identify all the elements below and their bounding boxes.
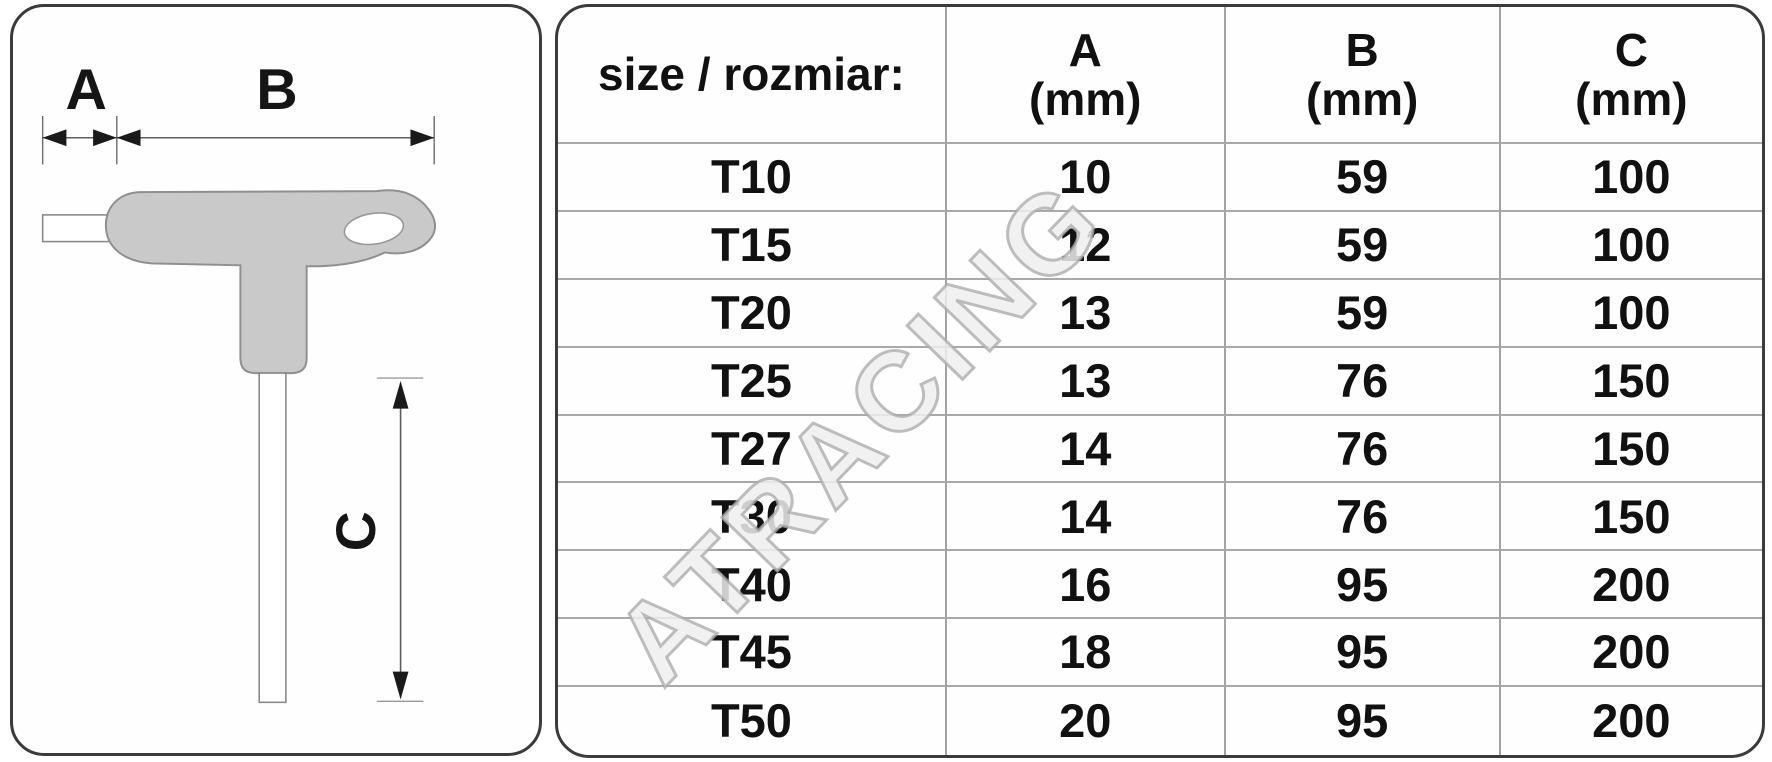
cell-a-t45: 18	[946, 619, 1226, 688]
cell-size-t30: T30	[558, 483, 947, 552]
key-tip-shape	[41, 214, 115, 243]
cell-c-t25: 150	[1500, 348, 1762, 416]
cell-b-t50: 95	[1226, 687, 1501, 755]
cell-b-t25: 76	[1225, 347, 1501, 416]
cell-c-t50: 200	[1592, 694, 1671, 748]
size-table-panel: size / rozmiar: A (mm) B (mm) C (mm) T10…	[555, 4, 1765, 758]
dimension-table: size / rozmiar: A (mm) B (mm) C (mm) T10…	[558, 7, 1762, 755]
cell-a-t25: 13	[946, 347, 1226, 416]
dimension-b-label: B	[256, 58, 297, 122]
cell-b-t30: 76	[1225, 483, 1501, 552]
column-header-b-unit: (mm)	[1305, 72, 1419, 125]
cell-size-t27: T27	[558, 415, 947, 484]
cell-size-t40: T40	[558, 551, 947, 620]
key-shaft-shape	[258, 372, 287, 704]
cell-a-t50: 20	[947, 687, 1226, 755]
dimension-a-label: A	[65, 58, 106, 122]
cell-a-t30: 14	[946, 483, 1226, 552]
column-header-b-label: B	[1345, 24, 1379, 77]
cell-a-t10: 10	[946, 144, 1226, 212]
cell-size-t50: T50	[558, 687, 947, 755]
column-header-size: size / rozmiar:	[558, 7, 947, 144]
column-header-b: B (mm)	[1225, 7, 1501, 144]
cell-c-t45: 200	[1500, 619, 1762, 688]
hanging-hole	[343, 212, 405, 246]
cell-size-t15: T15	[558, 211, 947, 280]
cell-c-t27: 150	[1500, 416, 1762, 484]
cell-c-t10: 100	[1500, 144, 1762, 212]
column-header-size-label: size / rozmiar:	[598, 48, 905, 101]
cell-c-t40: 200	[1500, 551, 1762, 620]
cell-c-t20: 100	[1500, 280, 1762, 348]
cell-a-t20: 13	[946, 279, 1226, 348]
cell-b-t27: 76	[1225, 415, 1501, 484]
cell-size-t25: T25	[558, 347, 947, 416]
cell-b-t15: 59	[1225, 211, 1501, 280]
column-header-a-label: A	[1068, 24, 1102, 77]
t-handle-key-drawing: A B	[41, 58, 436, 704]
cell-size-t20: T20	[558, 279, 947, 348]
dimension-extension-lines	[41, 116, 435, 165]
cell-c-t15: 100	[1500, 212, 1762, 280]
cell-a-t15: 12	[946, 211, 1226, 280]
cell-a-t40: 16	[946, 551, 1226, 620]
cell-b-t40: 95	[1225, 551, 1501, 620]
dimension-c-ticks	[376, 377, 424, 703]
cell-b-t10: 59	[1225, 144, 1501, 212]
column-header-a-unit: (mm)	[1029, 72, 1142, 125]
cell-b-t20: 59	[1225, 279, 1501, 348]
cell-c-t30: 150	[1500, 483, 1762, 552]
dimension-arrowheads-ab	[42, 129, 435, 147]
dimension-arrowheads-c	[392, 380, 409, 700]
cell-size-t10: T10	[558, 144, 947, 212]
column-header-c-label: C	[1614, 24, 1648, 77]
cell-size-t45: T45	[558, 619, 947, 688]
tool-diagram-panel: A B	[10, 4, 542, 756]
dimension-c-label: C	[325, 511, 387, 551]
column-header-c: C (mm)	[1500, 7, 1762, 144]
cell-b-t45: 95	[1225, 619, 1501, 688]
cell-a-t27: 14	[946, 415, 1226, 484]
column-header-c-unit: (mm)	[1575, 72, 1688, 125]
column-header-a: A (mm)	[946, 7, 1226, 144]
